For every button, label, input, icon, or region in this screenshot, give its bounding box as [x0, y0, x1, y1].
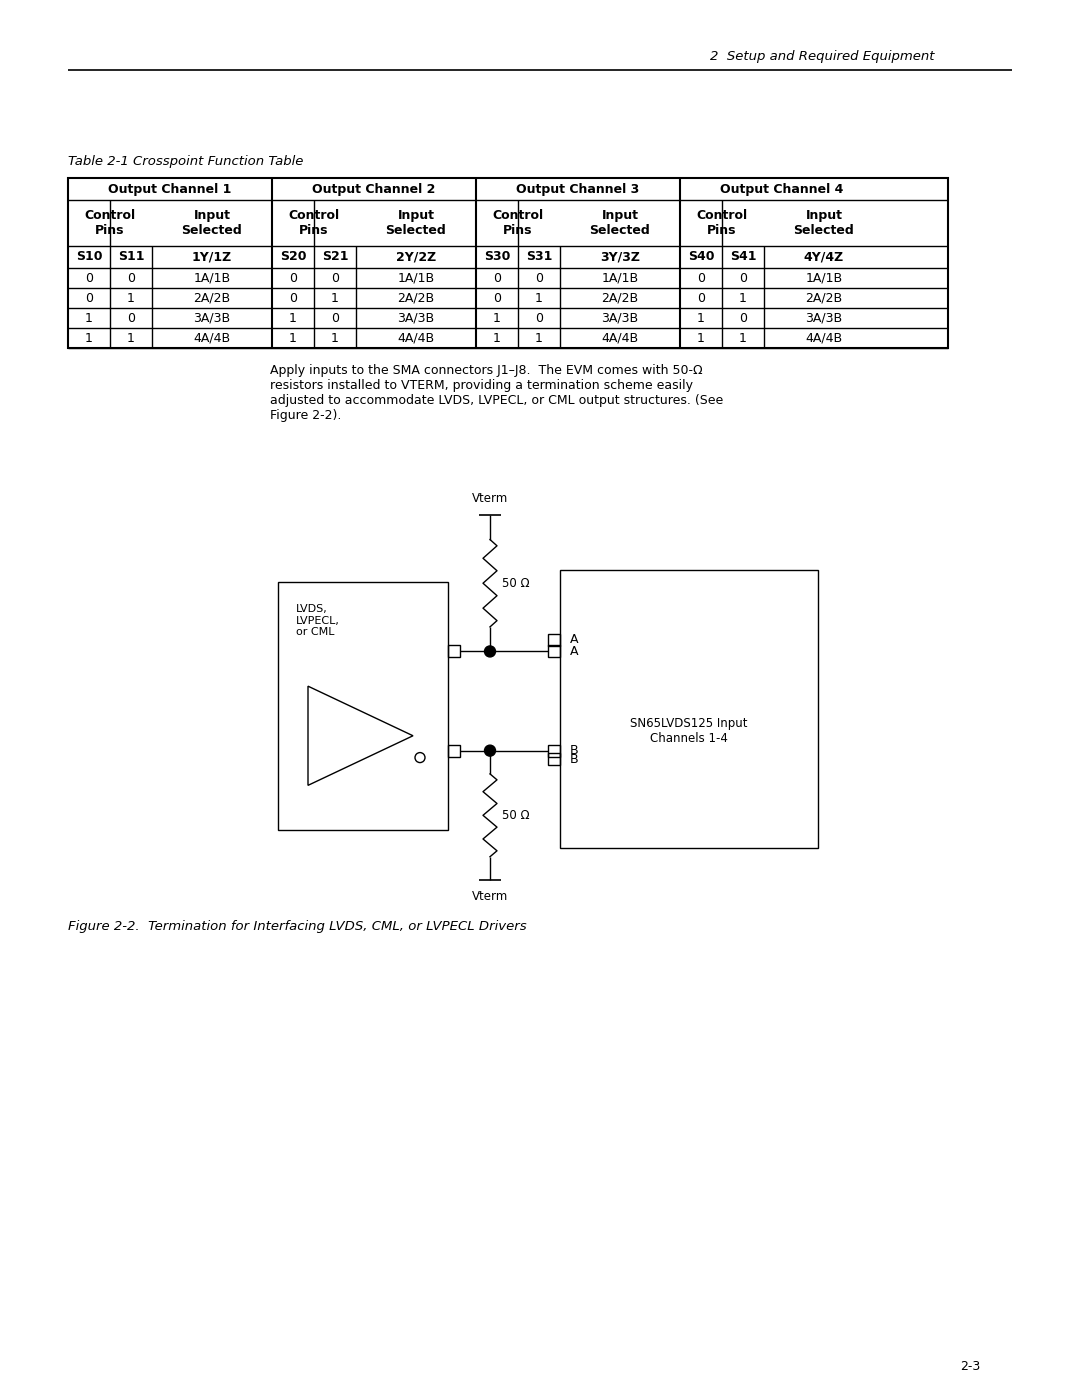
- Text: 1: 1: [332, 292, 339, 305]
- Text: Output Channel 1: Output Channel 1: [108, 183, 232, 196]
- Text: 0: 0: [492, 292, 501, 305]
- Text: S41: S41: [730, 250, 756, 264]
- Text: 2A/2B: 2A/2B: [193, 292, 230, 305]
- Text: Apply inputs to the SMA connectors J1–J8.  The EVM comes with 50-Ω
resistors ins: Apply inputs to the SMA connectors J1–J8…: [270, 365, 724, 422]
- Text: 0: 0: [127, 271, 135, 285]
- Text: 1A/1B: 1A/1B: [397, 271, 434, 285]
- Text: 3A/3B: 3A/3B: [602, 312, 638, 324]
- Bar: [448, 645, 460, 658]
- Text: 1A/1B: 1A/1B: [193, 271, 230, 285]
- Text: 0: 0: [330, 312, 339, 324]
- Text: S10: S10: [76, 250, 103, 264]
- Text: 0: 0: [739, 271, 747, 285]
- Bar: [548, 645, 561, 658]
- Text: 1: 1: [85, 312, 93, 324]
- Bar: [68, 177, 948, 348]
- Text: Vterm: Vterm: [472, 492, 508, 504]
- Text: S20: S20: [280, 250, 307, 264]
- Text: S31: S31: [526, 250, 552, 264]
- Text: 0: 0: [697, 271, 705, 285]
- Text: 4A/4B: 4A/4B: [602, 331, 638, 345]
- Text: 2Y/2Z: 2Y/2Z: [396, 250, 436, 264]
- Text: 1: 1: [494, 312, 501, 324]
- Bar: [278, 583, 448, 830]
- Text: 1: 1: [289, 331, 297, 345]
- Circle shape: [485, 745, 496, 756]
- Text: S21: S21: [322, 250, 348, 264]
- Text: 4A/4B: 4A/4B: [397, 331, 434, 345]
- Text: 4A/4B: 4A/4B: [193, 331, 230, 345]
- Text: 2-3: 2-3: [960, 1361, 981, 1373]
- Text: 0: 0: [127, 312, 135, 324]
- Text: 1: 1: [289, 312, 297, 324]
- Text: A: A: [570, 645, 579, 658]
- Text: Control
Pins: Control Pins: [84, 210, 136, 237]
- Text: S40: S40: [688, 250, 714, 264]
- Text: S30: S30: [484, 250, 510, 264]
- Text: 1: 1: [739, 292, 747, 305]
- Text: Control
Pins: Control Pins: [697, 210, 747, 237]
- Text: 1: 1: [697, 331, 705, 345]
- Text: Output Channel 4: Output Channel 4: [720, 183, 843, 196]
- Text: 0: 0: [289, 271, 297, 285]
- Text: 1: 1: [535, 331, 543, 345]
- Text: 1: 1: [332, 331, 339, 345]
- Text: B: B: [570, 745, 579, 757]
- Text: 1: 1: [535, 292, 543, 305]
- Text: Figure 2-2.  Termination for Interfacing LVDS, CML, or LVPECL Drivers: Figure 2-2. Termination for Interfacing …: [68, 921, 527, 933]
- Text: 0: 0: [535, 312, 543, 324]
- Text: 2A/2B: 2A/2B: [806, 292, 842, 305]
- Bar: [548, 745, 561, 757]
- Text: 0: 0: [85, 271, 93, 285]
- Text: 1A/1B: 1A/1B: [602, 271, 638, 285]
- Text: 1: 1: [494, 331, 501, 345]
- Text: LVDS,
LVPECL,
or CML: LVDS, LVPECL, or CML: [296, 604, 340, 637]
- Text: 0: 0: [289, 292, 297, 305]
- Text: SN65LVDS125 Input
Channels 1-4: SN65LVDS125 Input Channels 1-4: [631, 717, 747, 745]
- Text: B: B: [570, 753, 579, 766]
- Text: 1: 1: [127, 331, 135, 345]
- Text: A: A: [570, 633, 579, 645]
- Text: Input
Selected: Input Selected: [386, 210, 446, 237]
- Text: 0: 0: [492, 271, 501, 285]
- Text: 4Y/4Z: 4Y/4Z: [804, 250, 845, 264]
- Text: 1: 1: [739, 331, 747, 345]
- Text: Table 2-1 Crosspoint Function Table: Table 2-1 Crosspoint Function Table: [68, 155, 303, 168]
- Text: 1Y/1Z: 1Y/1Z: [192, 250, 232, 264]
- Text: 4A/4B: 4A/4B: [806, 331, 842, 345]
- Bar: [448, 745, 460, 757]
- Text: 1: 1: [697, 312, 705, 324]
- Text: 3A/3B: 3A/3B: [806, 312, 842, 324]
- Text: 0: 0: [697, 292, 705, 305]
- Text: Input
Selected: Input Selected: [590, 210, 650, 237]
- Text: 0: 0: [739, 312, 747, 324]
- Text: 3Y/3Z: 3Y/3Z: [600, 250, 640, 264]
- Text: 2A/2B: 2A/2B: [397, 292, 434, 305]
- Text: Output Channel 2: Output Channel 2: [312, 183, 435, 196]
- Text: Input
Selected: Input Selected: [794, 210, 854, 237]
- Text: 50 Ω: 50 Ω: [502, 809, 529, 821]
- Text: 3A/3B: 3A/3B: [397, 312, 434, 324]
- Bar: [548, 633, 561, 645]
- Text: 3A/3B: 3A/3B: [193, 312, 230, 324]
- Text: 1: 1: [127, 292, 135, 305]
- Circle shape: [485, 645, 496, 657]
- Text: Control
Pins: Control Pins: [492, 210, 543, 237]
- Text: 0: 0: [535, 271, 543, 285]
- Text: 0: 0: [85, 292, 93, 305]
- Text: Control
Pins: Control Pins: [288, 210, 339, 237]
- Text: 2  Setup and Required Equipment: 2 Setup and Required Equipment: [710, 50, 934, 63]
- Bar: [548, 753, 561, 766]
- Text: Output Channel 3: Output Channel 3: [516, 183, 639, 196]
- Text: Vterm: Vterm: [472, 890, 508, 902]
- Text: 1A/1B: 1A/1B: [806, 271, 842, 285]
- Text: 50 Ω: 50 Ω: [502, 577, 529, 590]
- Bar: [561, 570, 818, 848]
- Text: 0: 0: [330, 271, 339, 285]
- Text: Input
Selected: Input Selected: [181, 210, 242, 237]
- Text: S11: S11: [118, 250, 145, 264]
- Text: 2A/2B: 2A/2B: [602, 292, 638, 305]
- Text: 1: 1: [85, 331, 93, 345]
